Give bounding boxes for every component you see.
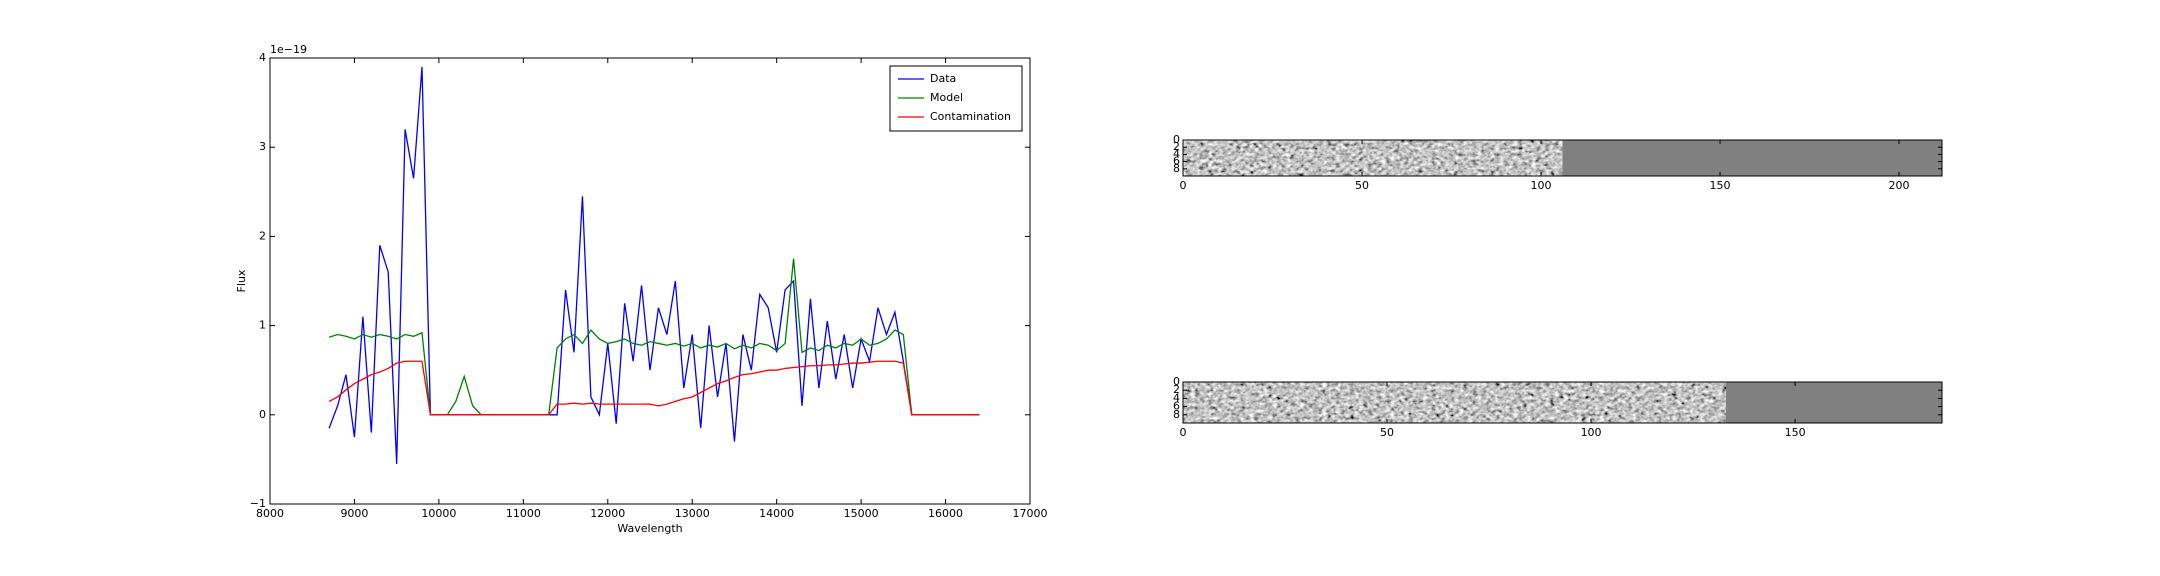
y-tick-label: 4 (259, 51, 266, 64)
x-tick-label: 14000 (759, 507, 794, 520)
x-tick-label: 10000 (421, 507, 456, 520)
x-tick-label: 9000 (340, 507, 368, 520)
y-tick-label: 0 (259, 408, 266, 421)
image-pixels (1183, 382, 1726, 423)
x-tick-label: 15000 (844, 507, 879, 520)
x-tick-label: 12000 (590, 507, 625, 520)
y-tick-label: 0 (1173, 133, 1180, 146)
data-line (328, 360, 980, 416)
y-tick-label: 8 (1173, 162, 1180, 175)
y-axis-label: Flux (235, 269, 248, 292)
y-tick-label: 3 (259, 140, 266, 153)
y-tick-label: 8 (1173, 408, 1180, 421)
y-tick-label: 2 (1173, 383, 1180, 396)
x-tick-label: 8000 (256, 507, 284, 520)
y-tick-label: 6 (1173, 400, 1180, 413)
x-tick-label: 0 (1180, 426, 1187, 439)
axes-frame (1182, 139, 1943, 177)
y-tick-label: 2 (1173, 140, 1180, 153)
x-tick-label: 150 (1710, 179, 1731, 192)
x-tick-label: 0 (1180, 179, 1187, 192)
legend-label: Data (930, 72, 956, 85)
y-tick-label: 1 (259, 319, 266, 332)
legend-label: Contamination (930, 110, 1011, 123)
x-tick-label: 13000 (675, 507, 710, 520)
y-tick-label: 0 (1173, 375, 1180, 388)
y-tick-label: −1 (250, 497, 266, 510)
offset-text: 1e−19 (270, 43, 307, 56)
x-tick-label: 100 (1531, 179, 1552, 192)
axes-frame (1182, 381, 1943, 424)
x-tick-label: 200 (1889, 179, 1910, 192)
legend-label: Model (930, 91, 963, 104)
x-tick-label: 16000 (928, 507, 963, 520)
y-tick-label: 2 (259, 229, 266, 242)
x-axis-label: Wavelength (617, 522, 682, 535)
axes-frame (269, 57, 1031, 505)
data-line (328, 66, 980, 464)
x-tick-label: 11000 (506, 507, 541, 520)
x-tick-label: 50 (1380, 426, 1394, 439)
y-tick-label: 4 (1173, 391, 1180, 404)
image-pixels (1183, 140, 1563, 176)
x-tick-label: 50 (1355, 179, 1369, 192)
x-tick-label: 150 (1785, 426, 1806, 439)
x-tick-label: 100 (1581, 426, 1602, 439)
y-tick-label: 6 (1173, 155, 1180, 168)
legend: Data Model Contamination (889, 65, 1023, 132)
x-tick-label: 17000 (1013, 507, 1048, 520)
y-tick-label: 4 (1173, 147, 1180, 160)
